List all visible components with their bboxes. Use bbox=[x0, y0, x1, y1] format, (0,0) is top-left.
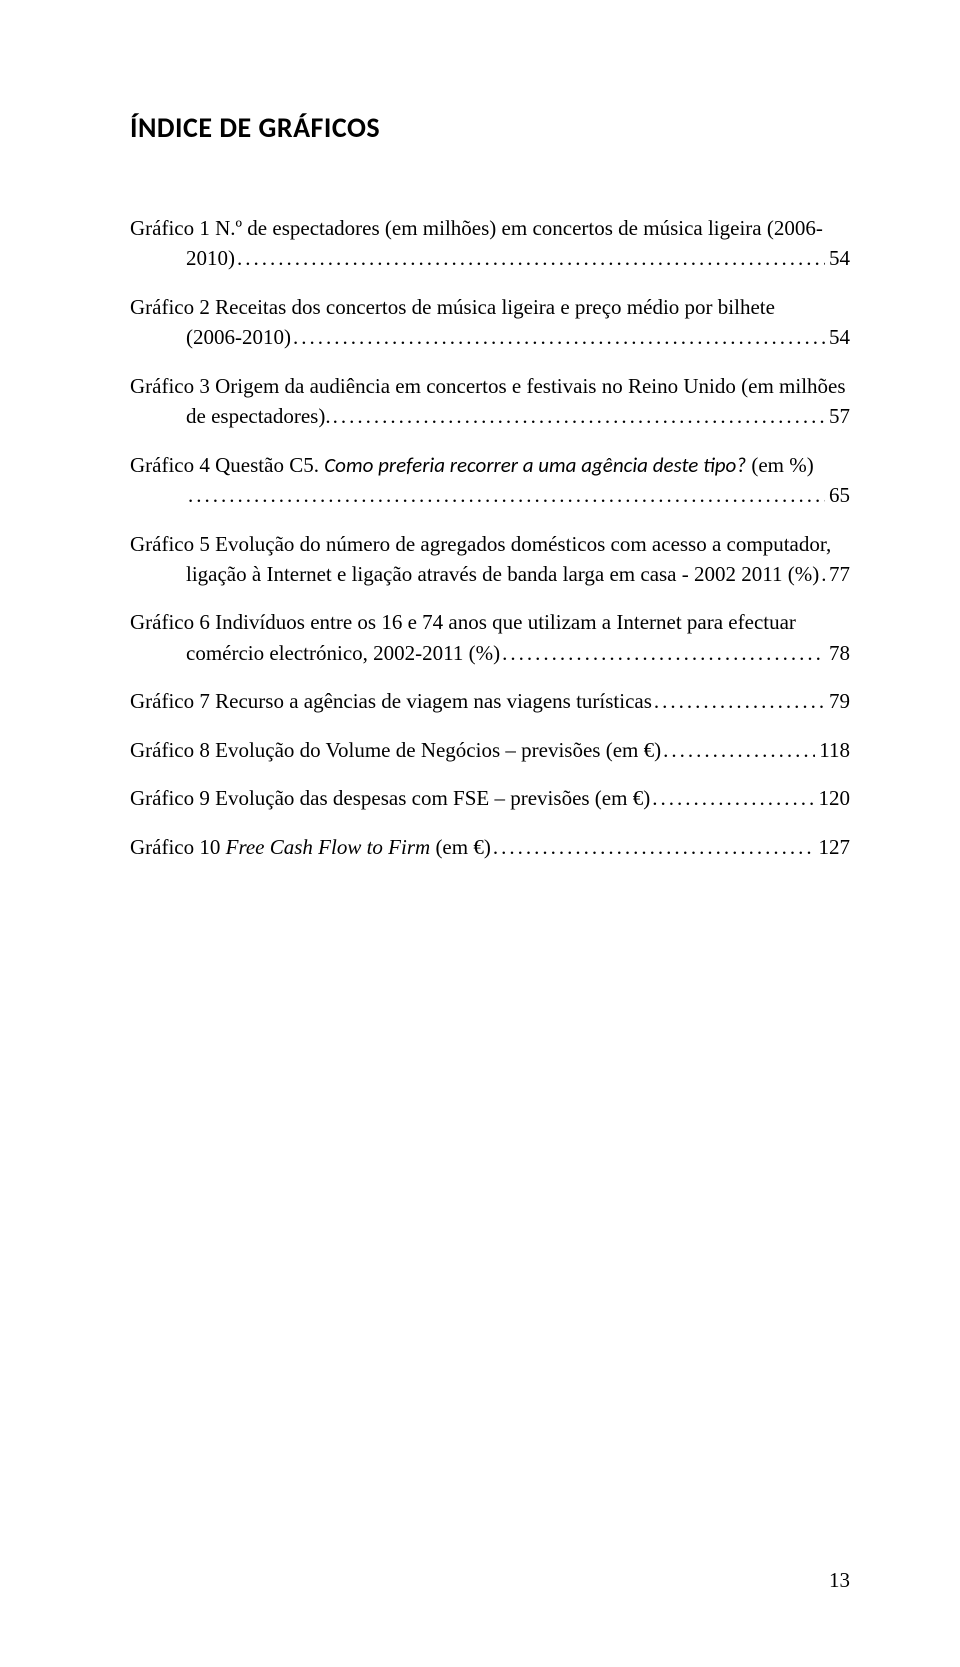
toc-entry-text: Gráfico 5 Evolução do número de agregado… bbox=[130, 529, 850, 559]
page-title: ÍNDICE DE GRÁFICOS bbox=[130, 110, 850, 145]
toc-page-number: 118 bbox=[815, 735, 850, 765]
toc-entry-lastline: Gráfico 9 Evolução das despesas com FSE … bbox=[130, 783, 850, 813]
toc-entry-continuation: (2006-2010) bbox=[186, 322, 291, 352]
toc-entry: Gráfico 9 Evolução das despesas com FSE … bbox=[130, 783, 850, 813]
toc-entry-lastline: ........................................… bbox=[130, 480, 850, 510]
toc-page-number: 78 bbox=[825, 638, 850, 668]
toc-entry-continuation: ligação à Internet e ligação através de … bbox=[186, 559, 819, 589]
toc-entry-text: Gráfico 3 Origem da audiência em concert… bbox=[130, 371, 850, 401]
toc-entry: Gráfico 6 Indivíduos entre os 16 e 74 an… bbox=[130, 607, 850, 668]
toc-entry-continuation: 2010) bbox=[186, 243, 235, 273]
toc-entry-lastline: ligação à Internet e ligação através de … bbox=[130, 559, 850, 589]
toc-entry-lastline: (2006-2010).............................… bbox=[130, 322, 850, 352]
toc-entry-continuation: de espectadores). bbox=[186, 401, 331, 431]
toc-entry: Gráfico 10 Free Cash Flow to Firm (em €)… bbox=[130, 832, 850, 862]
toc-entry: Gráfico 2 Receitas dos concertos de músi… bbox=[130, 292, 850, 353]
toc-entry-lastline: 2010)...................................… bbox=[130, 243, 850, 273]
toc-entry-lastline: comércio electrónico, 2002-2011 (%).....… bbox=[130, 638, 850, 668]
toc-entry-lastline: de espectadores)........................… bbox=[130, 401, 850, 431]
toc-entry: Gráfico 7 Recurso a agências de viagem n… bbox=[130, 686, 850, 716]
toc-entry-text: Gráfico 2 Receitas dos concertos de músi… bbox=[130, 292, 850, 322]
page: ÍNDICE DE GRÁFICOS Gráfico 1 N.º de espe… bbox=[0, 0, 960, 1667]
toc-entry-text: Gráfico 10 Free Cash Flow to Firm (em €) bbox=[130, 832, 491, 862]
toc-page-number: 57 bbox=[825, 401, 850, 431]
toc-entry: Gráfico 5 Evolução do número de agregado… bbox=[130, 529, 850, 590]
toc-entry-text: Gráfico 9 Evolução das despesas com FSE … bbox=[130, 783, 650, 813]
toc-entry: Gráfico 3 Origem da audiência em concert… bbox=[130, 371, 850, 432]
toc-entry-lastline: Gráfico 7 Recurso a agências de viagem n… bbox=[130, 686, 850, 716]
toc-page-number: 54 bbox=[825, 243, 850, 273]
toc-entry-text: Gráfico 4 Questão C5. Como preferia reco… bbox=[130, 450, 850, 480]
toc-list: Gráfico 1 N.º de espectadores (em milhõe… bbox=[130, 213, 850, 880]
page-number-footer: 13 bbox=[829, 1568, 850, 1593]
toc-entry-text: Gráfico 8 Evolução do Volume de Negócios… bbox=[130, 735, 661, 765]
toc-entry-lastline: Gráfico 8 Evolução do Volume de Negócios… bbox=[130, 735, 850, 765]
toc-entry: Gráfico 1 N.º de espectadores (em milhõe… bbox=[130, 213, 850, 274]
toc-entry-text: Gráfico 1 N.º de espectadores (em milhõe… bbox=[130, 213, 850, 243]
toc-entry-text: Gráfico 7 Recurso a agências de viagem n… bbox=[130, 686, 652, 716]
toc-entry: Gráfico 4 Questão C5. Como preferia reco… bbox=[130, 450, 850, 511]
toc-entry-continuation: comércio electrónico, 2002-2011 (%) bbox=[186, 638, 500, 668]
toc-entry-text: Gráfico 6 Indivíduos entre os 16 e 74 an… bbox=[130, 607, 850, 637]
toc-page-number: 54 bbox=[825, 322, 850, 352]
toc-page-number: 127 bbox=[815, 832, 851, 862]
toc-page-number: 65 bbox=[825, 480, 850, 510]
toc-entry-lastline: Gráfico 10 Free Cash Flow to Firm (em €)… bbox=[130, 832, 850, 862]
toc-entry: Gráfico 8 Evolução do Volume de Negócios… bbox=[130, 735, 850, 765]
toc-page-number: 77 bbox=[825, 559, 850, 589]
toc-page-number: 120 bbox=[815, 783, 851, 813]
toc-page-number: 79 bbox=[825, 686, 850, 716]
